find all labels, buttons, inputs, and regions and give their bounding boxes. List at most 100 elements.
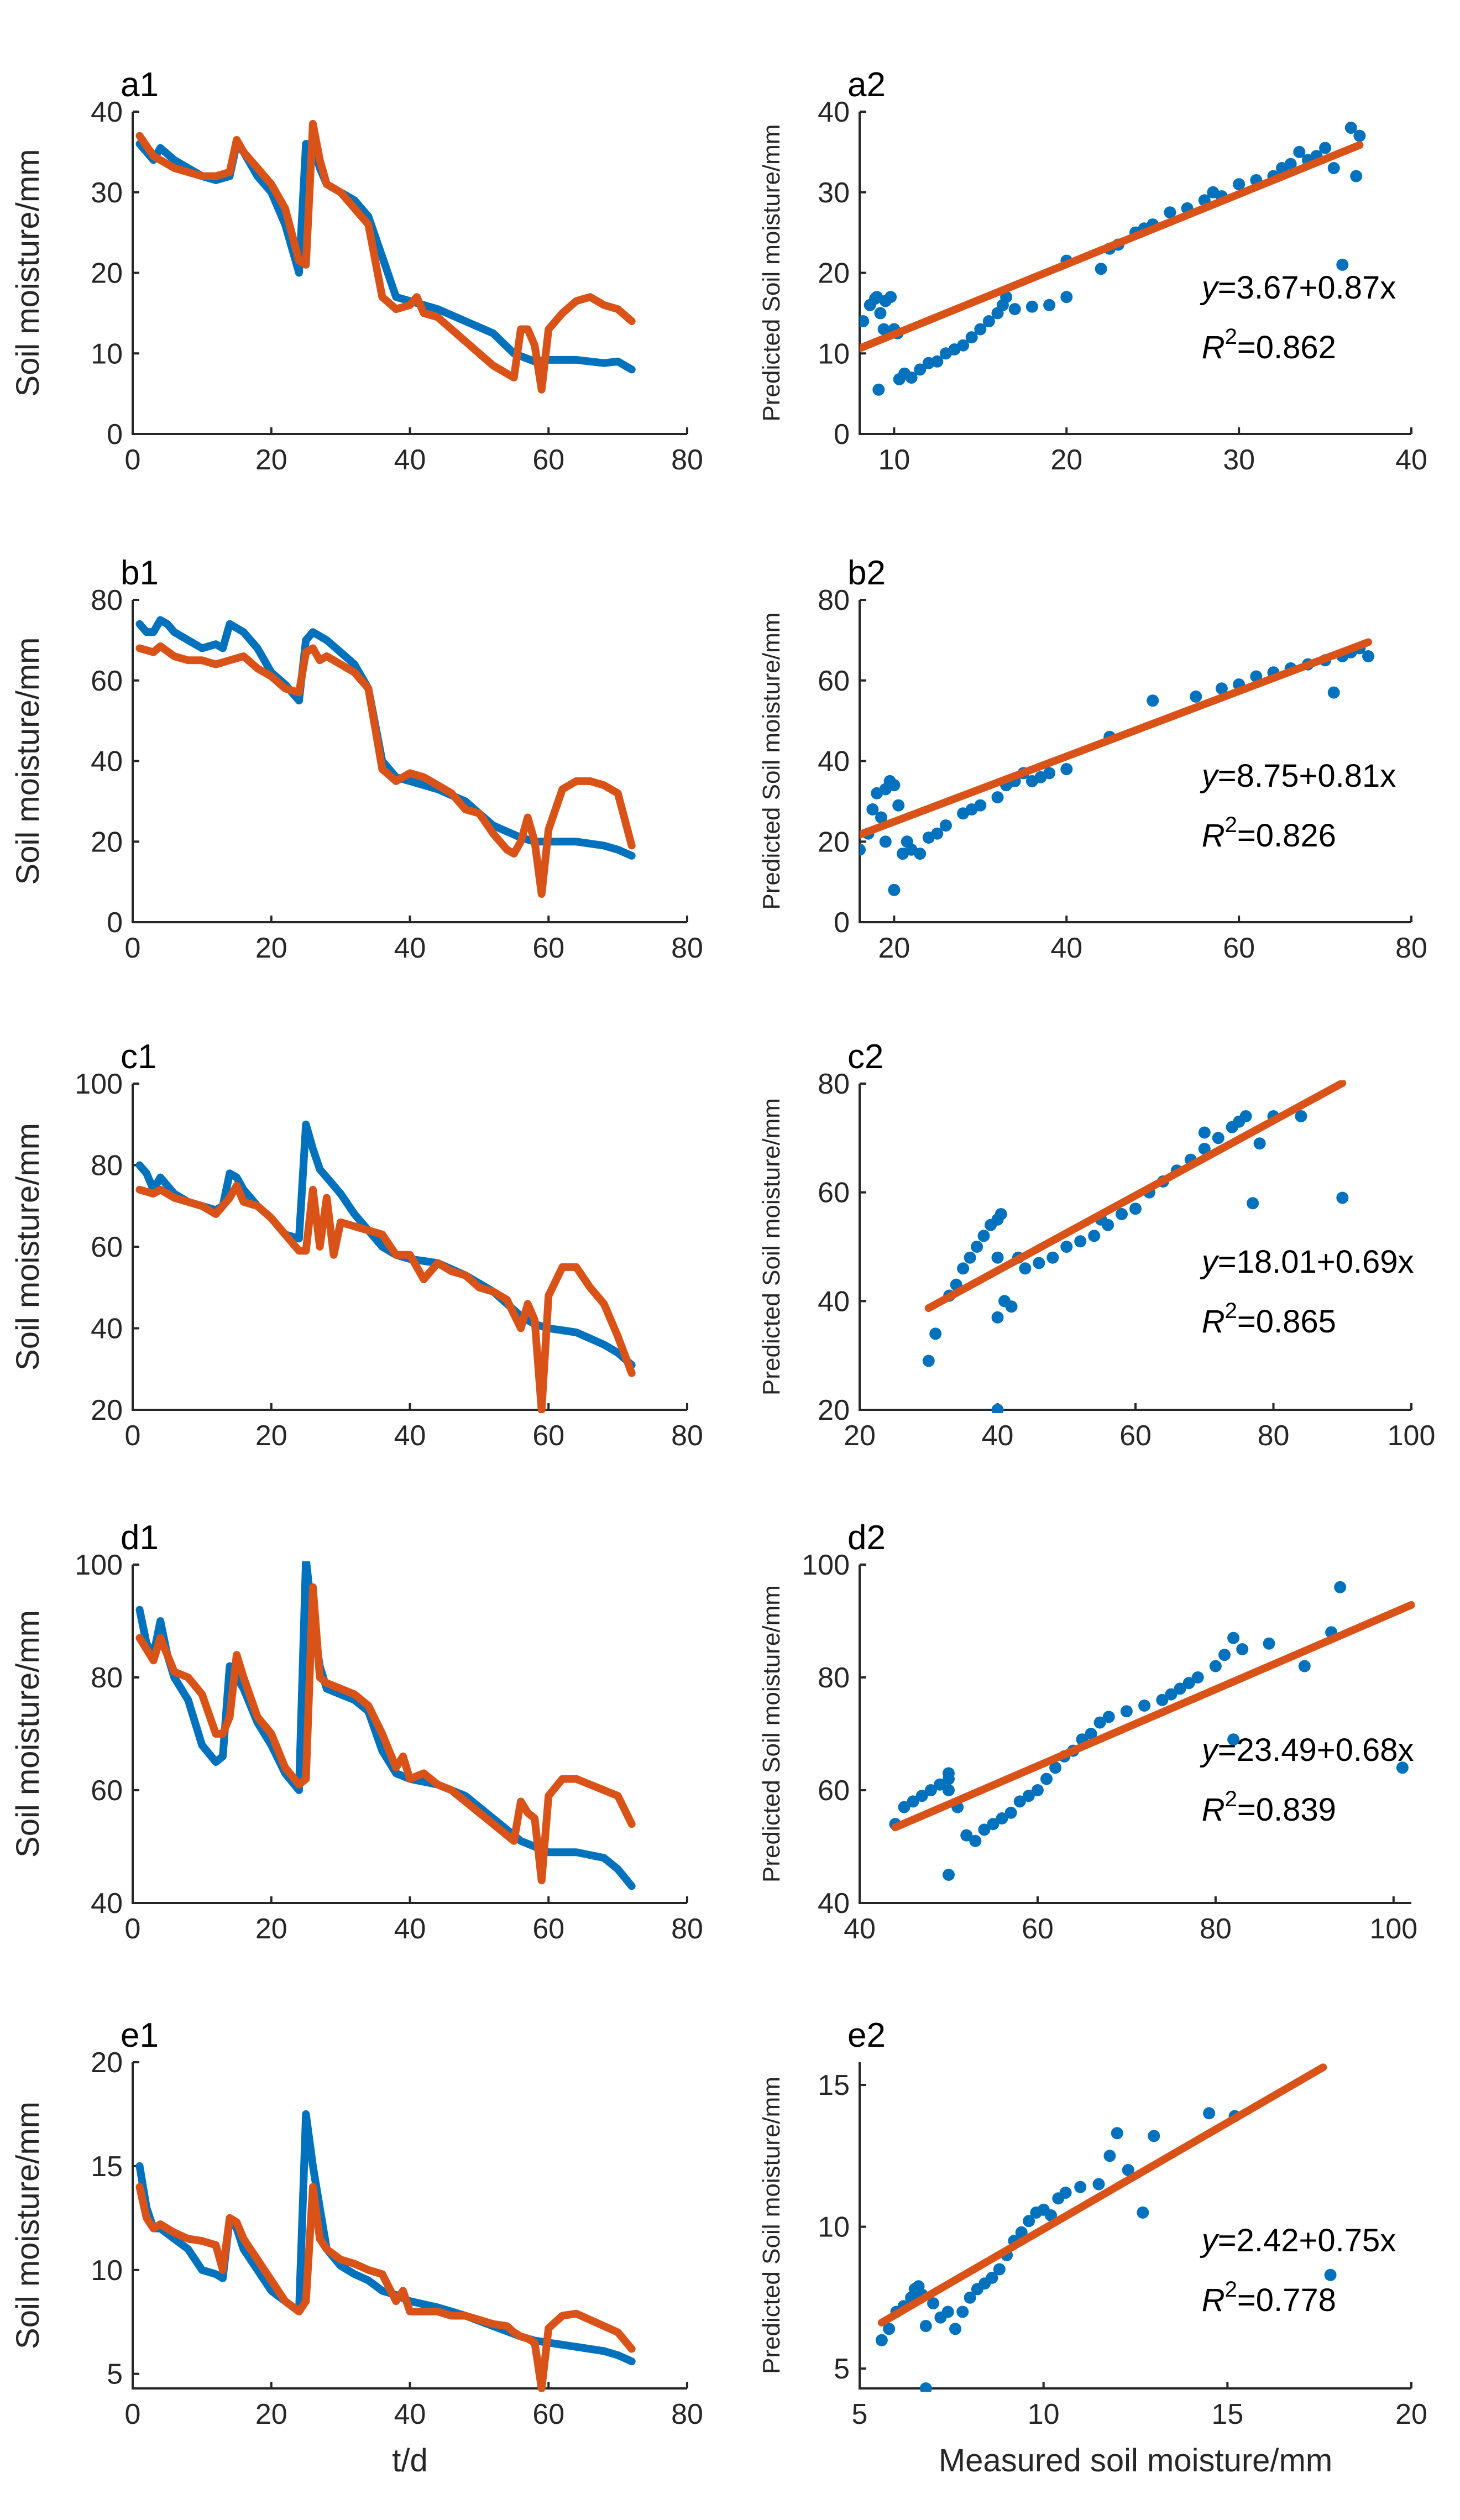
y-tick-label: 80 — [91, 584, 123, 616]
scatter-point — [974, 799, 987, 812]
scatter-point — [1298, 1660, 1311, 1672]
scatter-point — [919, 2320, 932, 2333]
y-axis-label: Soil moisture/mm — [10, 1123, 46, 1371]
y-tick-label: 80 — [818, 1068, 850, 1100]
scatter-point — [1227, 1632, 1240, 1644]
fit-equation: y=18.01+0.69x — [1200, 1244, 1414, 1280]
scatter-point — [1396, 1761, 1409, 1774]
scatter-point — [964, 2291, 976, 2304]
y-tick-label: 40 — [818, 1285, 850, 1317]
scatter-point — [877, 323, 890, 336]
scatter-point — [1284, 158, 1297, 170]
scatter-point — [1074, 2181, 1087, 2193]
plot-area — [135, 1120, 636, 1413]
scatter-point — [914, 848, 927, 860]
scatter-point — [931, 827, 944, 840]
scatter-point — [1198, 1126, 1211, 1139]
y-axis-label: Soil moisture/mm — [10, 637, 46, 885]
scatter-point — [991, 1404, 1004, 1413]
series-line-predicted — [135, 2183, 636, 2392]
y-tick-label: 30 — [91, 177, 123, 209]
scatter-point — [1319, 142, 1332, 154]
scatter-point — [1111, 2127, 1123, 2140]
fit-line — [891, 1601, 1415, 1832]
y-tick-label: 0 — [834, 907, 850, 939]
x-tick-label: 80 — [671, 932, 703, 964]
y-tick-label: 40 — [818, 96, 850, 128]
scatter-point — [1233, 178, 1246, 191]
scatter-point — [1218, 1649, 1231, 1661]
scatter-point — [1350, 170, 1363, 182]
scatter-point — [1263, 1637, 1275, 1650]
scatter-point — [1074, 1235, 1087, 1248]
scatter-point — [860, 843, 866, 856]
scatter-point — [1344, 122, 1357, 134]
scatter-point — [957, 339, 970, 352]
scatter-point — [1164, 206, 1176, 219]
scatter-point — [1095, 263, 1107, 275]
y-tick-label: 60 — [818, 665, 850, 697]
y-tick-label: 0 — [107, 419, 123, 451]
y-tick-label: 60 — [91, 1231, 123, 1263]
y-axis-label: Predicted Soil moisture/mm — [758, 2077, 785, 2374]
x-tick-label: 20 — [878, 932, 910, 964]
panel-label: c2 — [847, 1038, 883, 1076]
scatter-point — [866, 803, 879, 815]
x-tick-label: 60 — [532, 2398, 564, 2430]
x-tick-label: 80 — [1258, 1420, 1290, 1452]
fit-equation: y=23.49+0.68x — [1200, 1732, 1414, 1768]
x-tick-label: 30 — [1223, 444, 1255, 476]
scatter-point — [1023, 2215, 1035, 2228]
scatter-point — [1336, 258, 1349, 271]
scatter-point — [964, 1251, 976, 1264]
x-tick-label: 20 — [1395, 2398, 1427, 2430]
scatter-point — [898, 1801, 910, 1813]
scatter-point — [1046, 1251, 1059, 1264]
y-tick-label: 10 — [91, 2255, 123, 2287]
scatter-point — [907, 1795, 919, 1808]
scatter-point — [1353, 129, 1366, 142]
fit-line — [860, 141, 1364, 353]
x-tick-label: 20 — [255, 932, 287, 964]
scatter-point — [1165, 1688, 1178, 1701]
scatter-point — [1049, 1761, 1062, 1774]
x-tick-label: 60 — [1022, 1913, 1054, 1945]
y-tick-label: 60 — [91, 1775, 123, 1807]
scatter-point — [1293, 145, 1306, 158]
y-tick-label: 60 — [91, 665, 123, 697]
y-tick-label: 40 — [91, 746, 123, 778]
y-tick-label: 80 — [818, 584, 850, 616]
scatter-point — [1327, 162, 1340, 174]
x-tick-label: 0 — [125, 2398, 141, 2430]
y-tick-label: 20 — [818, 258, 850, 290]
scatter-point — [1215, 682, 1228, 695]
scatter-point — [1045, 2209, 1057, 2221]
scatter-point — [1138, 1700, 1151, 1712]
series-line-predicted — [135, 1181, 636, 1413]
y-axis-label: Predicted Soil moisture/mm — [758, 613, 785, 910]
scatter-point — [1102, 1711, 1115, 1723]
y-tick-label: 20 — [91, 826, 123, 858]
scatter-point — [1025, 300, 1038, 313]
scatter-point — [888, 779, 901, 792]
y-tick-label: 15 — [91, 2151, 123, 2183]
plot-area — [889, 1581, 1415, 1881]
y-axis-label: Predicted Soil moisture/mm — [758, 1098, 785, 1395]
plot-area — [922, 1080, 1349, 1413]
x-tick-label: 10 — [1028, 2398, 1060, 2430]
scatter-point — [1253, 1137, 1266, 1150]
scatter-point — [1059, 2187, 1072, 2199]
y-tick-label: 20 — [818, 1394, 850, 1426]
scatter-point — [1327, 686, 1340, 699]
x-tick-label: 20 — [255, 1420, 287, 1452]
scatter-point — [929, 1327, 942, 1340]
r-squared: R2=0.826 — [1202, 813, 1336, 854]
scatter-point — [982, 315, 995, 327]
scatter-point — [1088, 1230, 1101, 1242]
